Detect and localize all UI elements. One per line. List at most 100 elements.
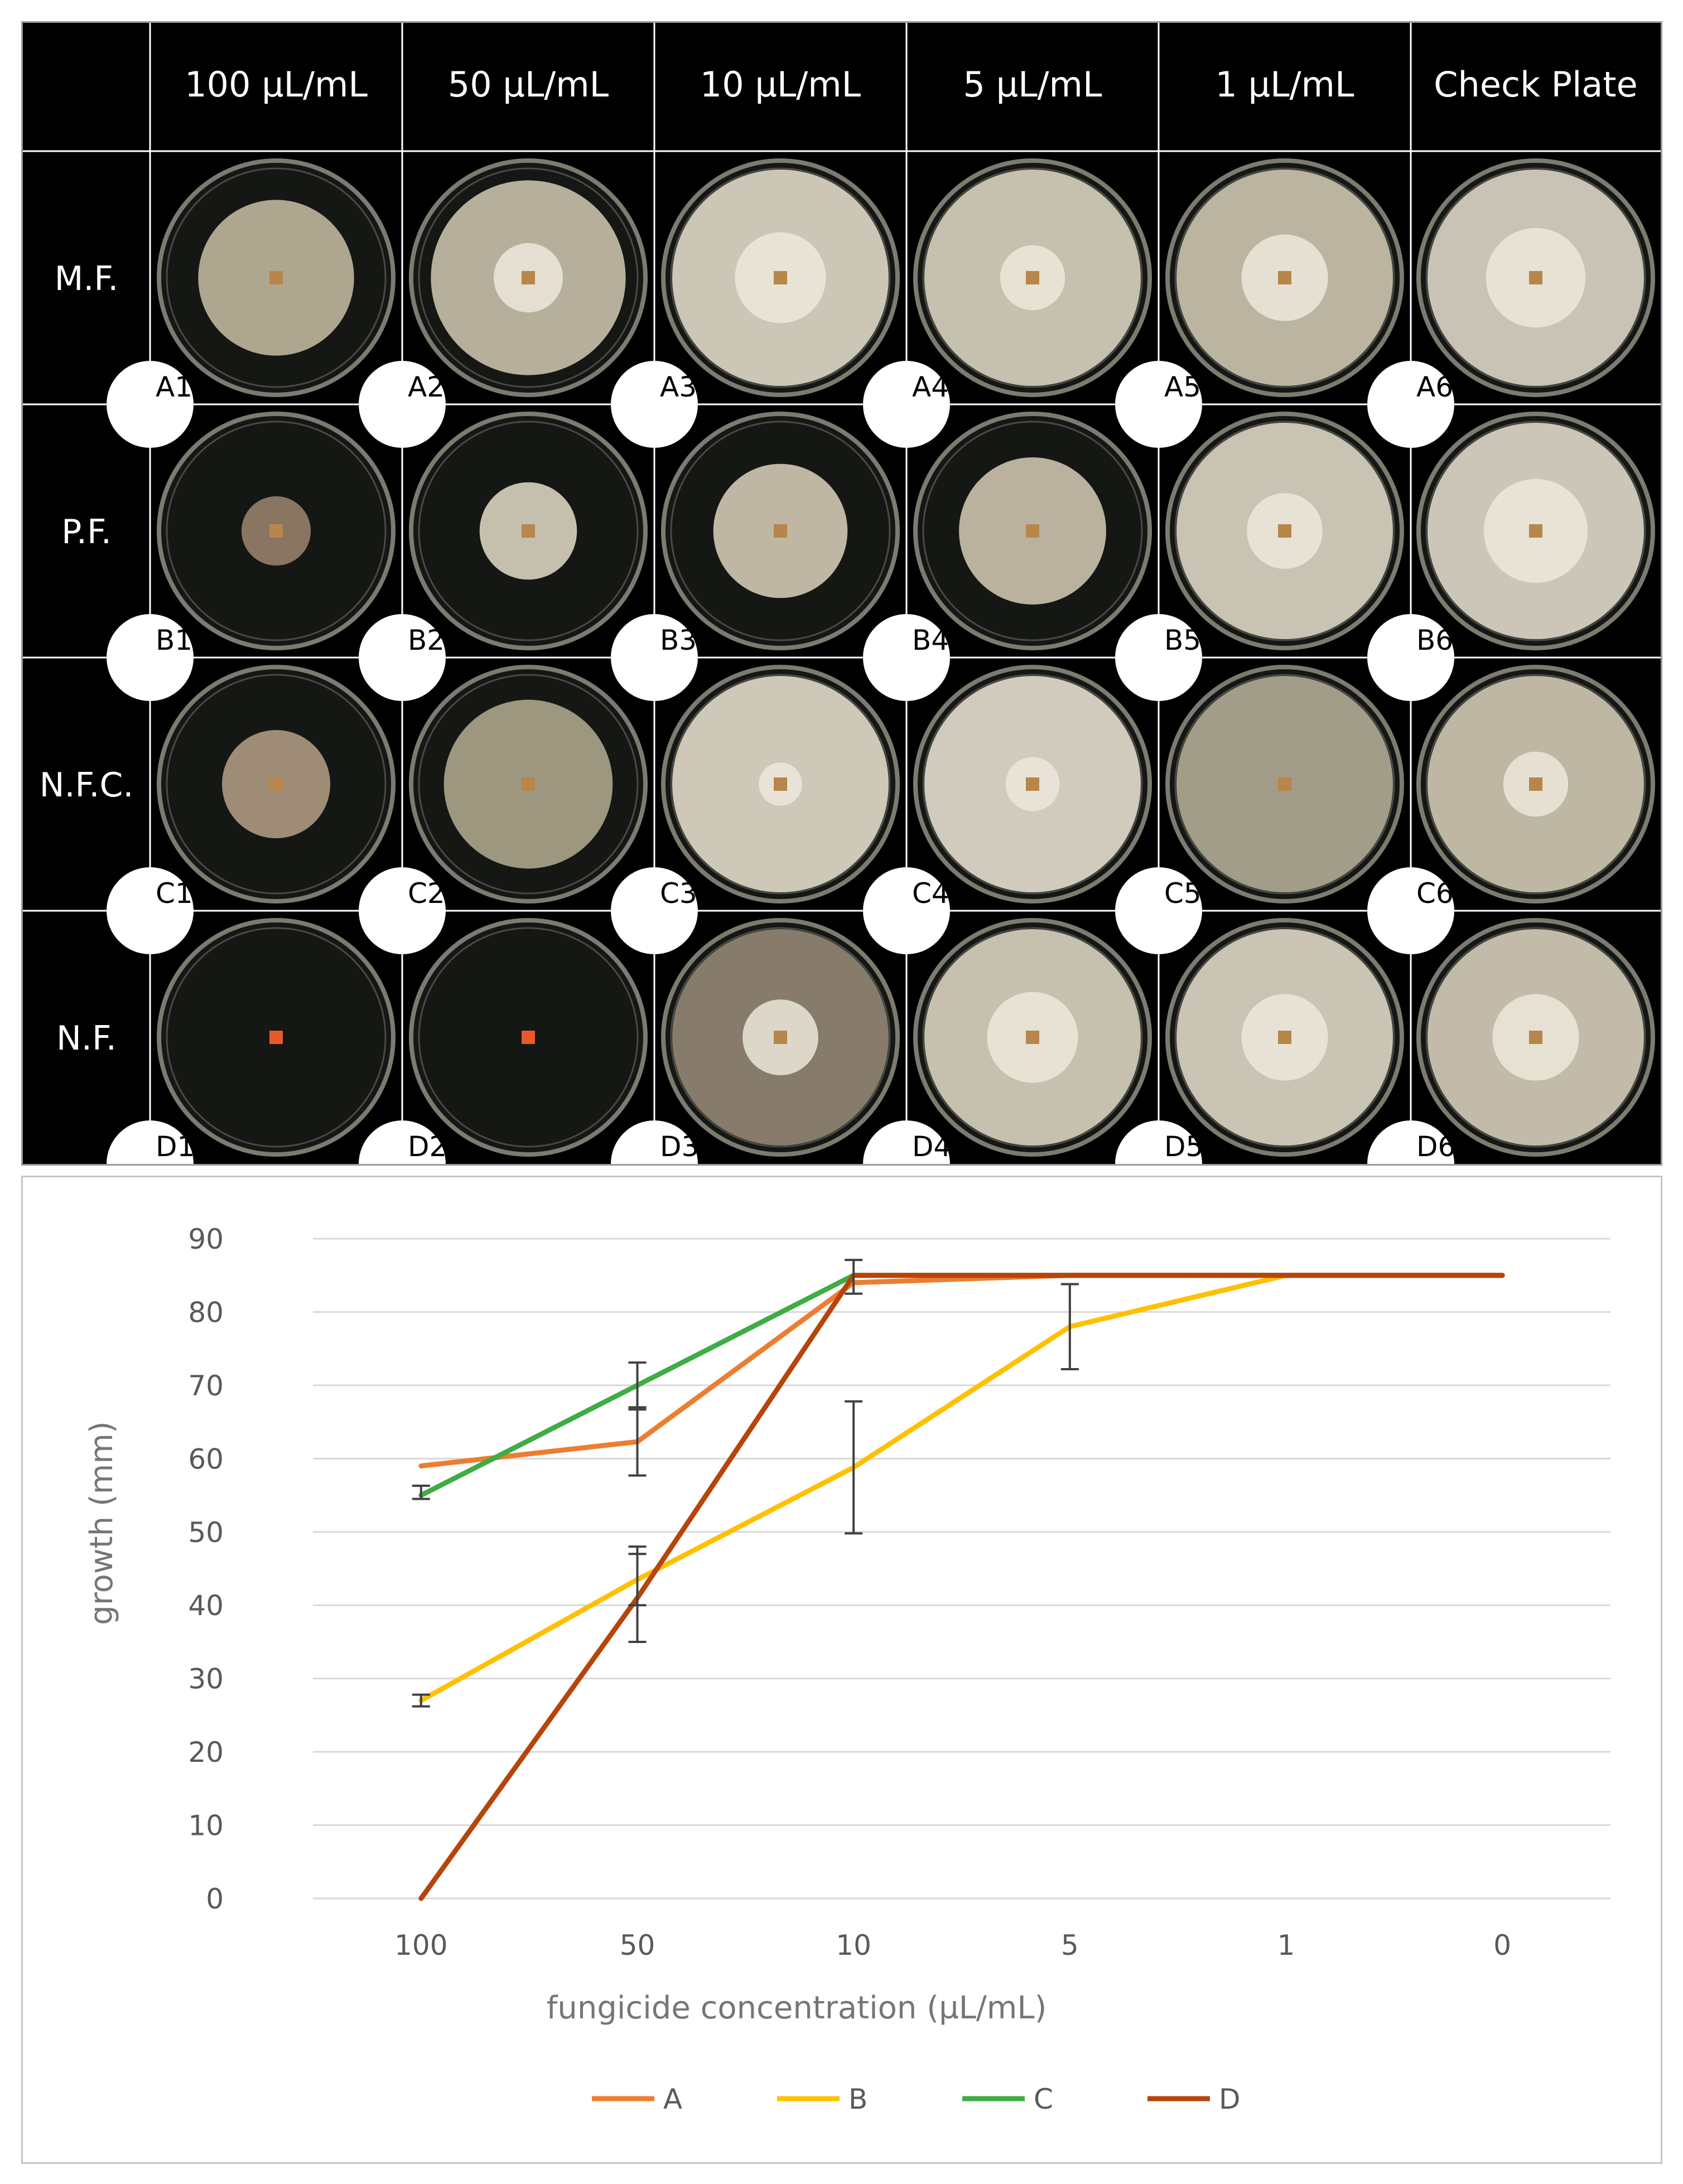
y-tick-label: 30 [188,1663,224,1695]
petri-dish-rim [1425,927,1646,1148]
plate-label-badge [611,867,698,954]
petri-dish-rim [418,674,639,895]
petri-dish-rim [922,421,1143,641]
plate-label-badge [359,867,446,954]
petri-dish-rim [166,674,387,895]
plate-label: A2 [408,371,445,403]
y-axis-label: growth (mm) [84,1421,120,1625]
legend: A B C D [592,2083,1241,2115]
petri-dish-rim [670,927,891,1148]
plate-label: C4 [912,877,949,910]
petri-dish-rim [418,927,639,1148]
plate-grid-panel: 100 µL/mL 50 µL/mL 10 µL/mL 5 µL/mL 1 µL/mL C… [21,21,1662,1166]
row-header: N.F.C. [40,766,134,805]
agar-plug [1026,524,1039,538]
agar-plug [1026,777,1039,791]
petri-dish-rim [922,674,1143,895]
agar-plug [774,271,787,284]
agar-plug [1278,1031,1291,1044]
y-tick-label: 40 [188,1589,224,1622]
agar-plug [774,524,787,538]
plate-label-badge [107,1120,194,1164]
plate-label-badge [863,361,950,448]
plate-label-badge [107,867,194,954]
petri-dish-rim [1174,167,1395,388]
agar-plug [1278,271,1291,284]
series-line-D [418,1273,1505,1901]
gridlines [313,1238,1610,1900]
y-tick-label: 90 [188,1223,224,1255]
plate-label: A1 [156,371,192,403]
column-header: 50 µL/mL [448,64,609,105]
plate-label-badge [611,614,698,701]
agar-plug [522,524,535,538]
plate-label-badge [611,361,698,448]
petri-dish-rim [670,167,891,388]
y-tick-label: 20 [188,1736,224,1769]
petri-dish-rim [1174,421,1395,641]
petri-dish-rim [166,421,387,641]
plate-label-badge [359,614,446,701]
agar-plug [1529,271,1542,284]
plate-label: A6 [1416,371,1453,403]
legend-label: D [1219,2083,1241,2115]
agar-plug [269,271,283,284]
plate-label-badge [611,1120,698,1164]
agar-plug [269,777,283,791]
agar-plug [774,777,787,791]
x-axis-label: fungicide concentration (µL/mL) [547,1990,1047,2026]
plate-label-badge [1367,1120,1454,1164]
plate-label: C1 [156,877,193,910]
column-header: 10 µL/mL [700,64,861,105]
agar-plug [522,271,535,284]
x-tick-label: 0 [1493,1929,1511,1961]
y-tick-label: 60 [188,1443,224,1475]
petri-dish-rim [166,167,387,388]
plate-label: D3 [660,1130,699,1163]
agar-plug [269,524,283,538]
plate-grid: 100 µL/mL 50 µL/mL 10 µL/mL 5 µL/mL 1 µL/mL C… [23,23,1661,1164]
petri-dish-rim [166,927,387,1148]
column-header: 1 µL/mL [1216,64,1354,105]
plate-label: D2 [408,1130,447,1163]
series-line-B [418,1273,1505,1703]
plate-label-badge [1115,361,1202,448]
row-header: M.F. [55,259,119,298]
y-tick-label: 80 [188,1296,224,1328]
petri-dish-rim [1174,927,1395,1148]
y-tick-label: 10 [188,1810,224,1842]
plate-label-badge [863,614,950,701]
plate-label: C3 [660,877,697,910]
petri-dish-rim [418,421,639,641]
plate-label-badge [1115,614,1202,701]
plate-label: B3 [660,624,697,656]
legend-label: A [663,2083,682,2115]
plate-label: B4 [912,624,949,656]
agar-plug [1278,524,1291,538]
plate-label: C6 [1416,877,1454,910]
x-tick-label: 5 [1061,1929,1079,1961]
petri-dish-rim [922,167,1143,388]
plate-label: D1 [156,1130,195,1163]
plate-label: B1 [156,624,192,656]
plate-label-badge [863,867,950,954]
y-tick-labels: 0 10 20 30 40 50 60 70 80 90 [188,1223,224,1915]
agar-plug [1278,777,1291,791]
y-tick-label: 50 [188,1516,224,1549]
plate-label-badge [107,614,194,701]
petri-dish-rim [1425,674,1646,895]
plate-label-badge [1115,867,1202,954]
petri-dish-rim [1425,167,1646,388]
y-tick-label: 70 [188,1370,224,1402]
y-tick-label: 0 [206,1883,224,1915]
row-header: P.F. [61,513,112,552]
x-tick-label: 10 [836,1929,871,1961]
petri-dish-rim [1425,421,1646,641]
plate-label: C5 [1164,877,1202,910]
agar-plug [1529,777,1542,791]
agar-plug [1026,271,1039,284]
column-header: Check Plate [1434,64,1638,105]
x-tick-labels: 100 50 10 5 1 0 [394,1929,1511,1961]
plate-label: B2 [408,624,445,656]
